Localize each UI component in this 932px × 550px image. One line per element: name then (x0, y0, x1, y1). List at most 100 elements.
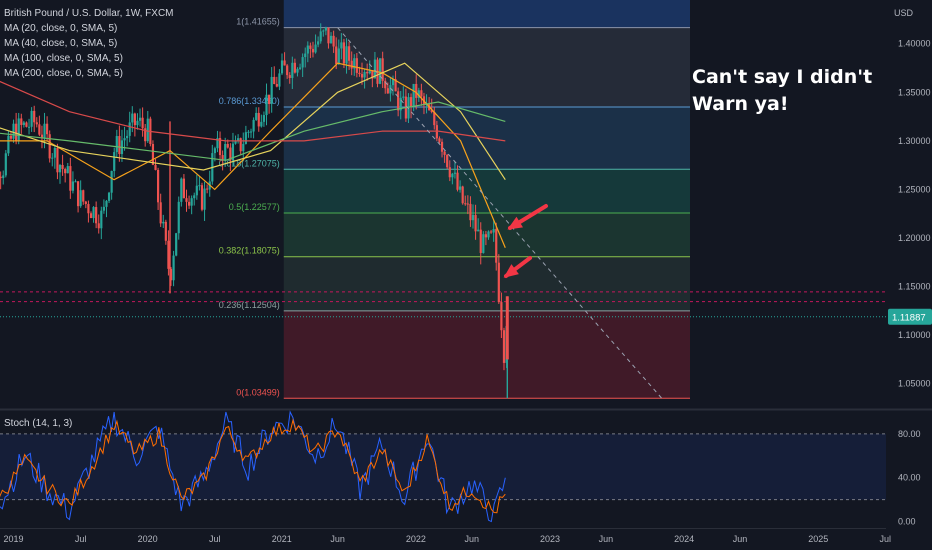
candle-body[interactable] (92, 207, 95, 219)
candle-body[interactable] (76, 181, 80, 207)
candle-body[interactable] (64, 169, 67, 174)
candle-body[interactable] (247, 131, 250, 133)
ma-line-1[interactable] (0, 62, 506, 181)
stoch-axis[interactable]: 80.00 40.00 0.00 (898, 429, 921, 527)
candle-body[interactable] (20, 118, 23, 125)
candle-body[interactable] (218, 138, 222, 156)
candle-body[interactable] (61, 164, 64, 170)
candle-body[interactable] (466, 203, 469, 205)
candle-body[interactable] (151, 143, 155, 165)
candle-body[interactable] (169, 268, 173, 281)
candle-body[interactable] (296, 68, 299, 73)
candle-body[interactable] (105, 200, 108, 207)
candle-body[interactable] (461, 186, 464, 204)
candle-body[interactable] (317, 41, 320, 45)
candle-body[interactable] (366, 71, 369, 74)
candle-body[interactable] (420, 90, 423, 97)
candle-body[interactable] (51, 157, 54, 159)
candle-body[interactable] (451, 173, 454, 178)
candle-body[interactable] (484, 234, 488, 238)
candle-body[interactable] (22, 122, 25, 125)
candle-body[interactable] (283, 60, 286, 66)
candle-body[interactable] (438, 138, 441, 142)
ma20-label[interactable]: MA (20, close, 0, SMA, 5) (4, 23, 118, 34)
candle-body[interactable] (38, 124, 41, 135)
candle-body[interactable] (489, 231, 493, 233)
candle-body[interactable] (358, 72, 361, 75)
candle-body[interactable] (477, 229, 480, 232)
candle-body[interactable] (265, 94, 268, 116)
stoch-line-k[interactable] (0, 410, 506, 523)
candle-body[interactable] (136, 120, 139, 126)
candle-body[interactable] (27, 126, 31, 128)
candle-body[interactable] (89, 213, 93, 219)
candle-body[interactable] (123, 138, 126, 141)
candle-body[interactable] (257, 112, 260, 127)
candle-body[interactable] (487, 231, 490, 238)
candle-body[interactable] (46, 123, 49, 135)
candle-body[interactable] (309, 45, 312, 49)
last-price-badge[interactable] (888, 308, 932, 325)
candle-body[interactable] (492, 229, 495, 233)
candle-body[interactable] (213, 148, 216, 154)
candle-body[interactable] (417, 90, 420, 98)
candle-body[interactable] (102, 206, 105, 211)
fib-label[interactable]: 1(1.41655) (236, 17, 280, 27)
candle-body[interactable] (291, 62, 294, 78)
candle-body[interactable] (378, 58, 382, 84)
candle-body[interactable] (97, 223, 100, 229)
candle-body[interactable] (244, 132, 247, 144)
candle-body[interactable] (35, 122, 38, 125)
ma40-label[interactable]: MA (40, close, 0, SMA, 5) (4, 38, 118, 49)
candle-body[interactable] (190, 198, 193, 206)
time-axis[interactable]: 2019 Jul 2020 Jul 2021 Jun 2022 Jun 2023 Jun 2024 J… (4, 534, 892, 544)
candle-body[interactable] (394, 79, 397, 92)
candle-body[interactable] (322, 30, 325, 32)
candle-body[interactable] (234, 140, 237, 144)
candle-body[interactable] (25, 122, 28, 127)
candle-body[interactable] (167, 240, 170, 269)
candle-body[interactable] (2, 175, 5, 179)
candle-body[interactable] (384, 80, 387, 89)
candle-body[interactable] (115, 136, 118, 153)
candle-body[interactable] (133, 113, 136, 126)
candle-body[interactable] (348, 46, 351, 61)
candle-body[interactable] (448, 167, 451, 178)
candle-body[interactable] (9, 135, 13, 139)
annotation-text[interactable]: Can't say I didn't Warn ya! (692, 64, 872, 118)
candle-body[interactable] (386, 88, 389, 94)
candle-body[interactable] (345, 46, 348, 64)
candle-body[interactable] (350, 60, 353, 69)
candle-body[interactable] (368, 70, 371, 74)
candle-body[interactable] (226, 143, 229, 148)
candle-body[interactable] (157, 169, 160, 203)
candle-body[interactable] (229, 147, 232, 161)
candle-body[interactable] (311, 48, 315, 53)
candle-body[interactable] (7, 135, 10, 154)
candle-body[interactable] (0, 176, 2, 179)
candle-body[interactable] (195, 185, 198, 196)
candle-body[interactable] (273, 76, 276, 85)
candle-body[interactable] (146, 118, 149, 142)
candle-body[interactable] (144, 128, 147, 142)
candle-body[interactable] (340, 42, 343, 49)
candle-body[interactable] (249, 131, 253, 133)
candle-body[interactable] (237, 138, 240, 141)
candle-body[interactable] (342, 42, 346, 64)
candle-body[interactable] (479, 229, 482, 253)
candle-body[interactable] (278, 73, 281, 87)
candle-body[interactable] (40, 134, 44, 139)
candle-body[interactable] (267, 94, 271, 104)
candle-body[interactable] (84, 201, 87, 205)
candle-body[interactable] (399, 97, 402, 111)
candle-body[interactable] (17, 118, 20, 142)
candle-body[interactable] (58, 164, 62, 173)
fib-label[interactable]: 0(1.03499) (236, 387, 280, 397)
candle-body[interactable] (381, 58, 384, 81)
candle-body[interactable] (335, 46, 338, 65)
candle-body[interactable] (332, 35, 335, 47)
stoch-title[interactable]: Stoch (14, 1, 3) (4, 418, 73, 429)
candle-body[interactable] (415, 83, 418, 98)
fib-label[interactable]: 0.5(1.22577) (229, 202, 280, 212)
